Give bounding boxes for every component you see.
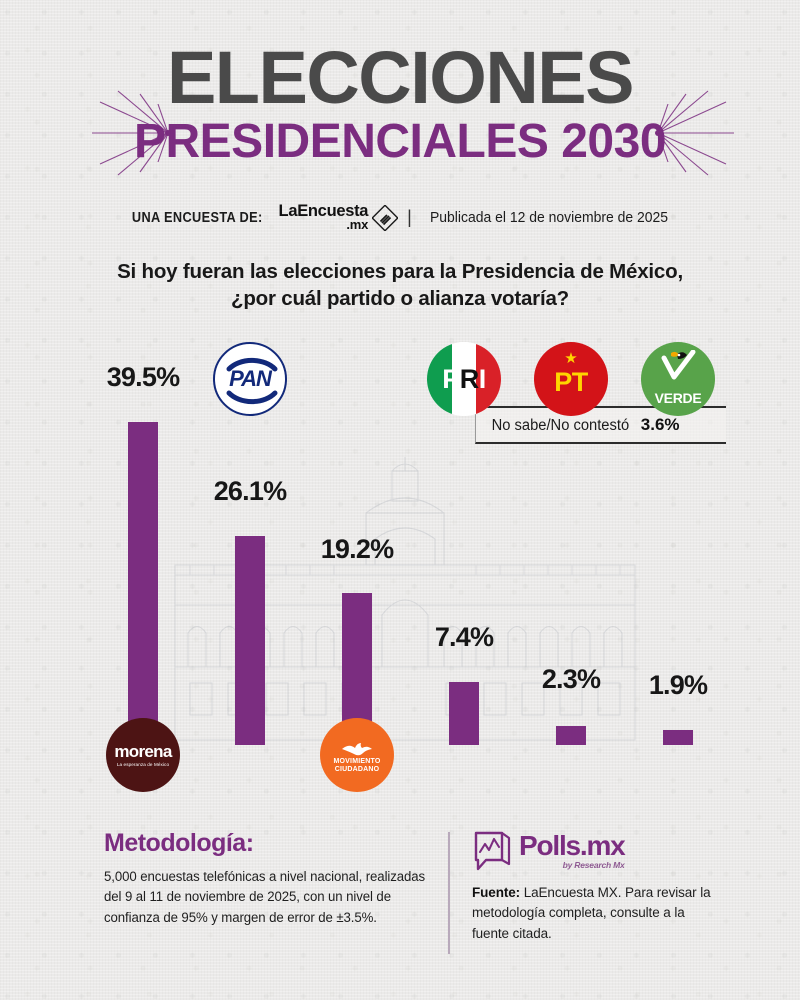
pt-logo-text: PT [554, 367, 588, 397]
source-section: Polls.mx by Research Mx Fuente: LaEncues… [472, 830, 722, 944]
bar-column-mc: 19.2% MOVIMIENTO CIUDADANO [302, 352, 412, 802]
page-subtitle: PRESIDENCIALES 2030 [133, 115, 667, 169]
verde-logo-text: VERDE [654, 390, 702, 406]
bar-value-pt: 2.3% [541, 664, 601, 694]
pri-stripe-green [427, 342, 452, 416]
poll-question: Si hoy fueran las elecciones para la Pre… [117, 260, 683, 311]
toucan-check-icon [661, 350, 696, 380]
laencuesta-logo: LaEncuesta .mx [278, 202, 399, 233]
methodology-body: 5,000 encuestas telefónicas a nivel naci… [104, 868, 426, 925]
bar-chart: 39.5% morena La esperanza de México 26.1… [0, 342, 800, 802]
bar-value-pri: 7.4% [434, 622, 494, 652]
source-prefix-label: UNA ENCUESTA DE: [132, 209, 263, 226]
diamond-logo-icon [372, 204, 399, 231]
pan-logo-text: PAN [229, 366, 272, 391]
bar-value-pan: 26.1% [213, 476, 287, 506]
source-text: LaEncuesta MX. Para revisar la metodolog… [472, 885, 711, 941]
party-logo-morena: morena La esperanza de México [106, 718, 180, 792]
pri-stripe-red [476, 342, 501, 416]
pri-letter-p: P [442, 363, 460, 394]
source-line: UNA ENCUESTA DE: LaEncuesta .mx | Public… [0, 202, 800, 233]
no-answer-value: 3.6% [640, 415, 680, 434]
morena-logo-text: morena [114, 742, 172, 761]
brand-tagline: by Research Mx [562, 859, 625, 870]
source-separator: | [407, 207, 412, 228]
no-answer-label: No sabe/No contestó [491, 417, 630, 434]
bar-rect-morena [128, 422, 158, 745]
mc-logo-line1: MOVIMIENTO [333, 757, 381, 765]
bar-rect-pri [449, 682, 479, 745]
pri-logo-text: PRI [442, 363, 487, 394]
no-answer-box: No sabe/No contestó 3.6% [475, 406, 726, 444]
source-body: Fuente: LaEncuesta MX. Para revisar la m… [472, 883, 722, 944]
bar-column-pan: 26.1% PAN [195, 342, 305, 802]
header-title-block: ELECCIONES PRESIDENCIALES 2030 [0, 36, 800, 176]
bar-rect-pt [556, 726, 586, 745]
bar-column-pri: 7.4% PRI [409, 342, 519, 802]
starburst-icon-right [655, 90, 734, 176]
bar-column-morena: 39.5% morena La esperanza de México [88, 352, 198, 802]
pri-letter-i: I [478, 363, 487, 394]
pollster-name: LaEncuesta [278, 202, 369, 220]
methodology-title: Metodología: [104, 829, 254, 857]
party-logo-mc: MOVIMIENTO CIUDADANO [320, 718, 394, 792]
starburst-icon-left [92, 90, 171, 176]
footer-divider [448, 832, 450, 954]
bar-value-morena: 39.5% [106, 362, 180, 392]
methodology-section: Metodología: 5,000 encuestas telefónicas… [104, 829, 434, 928]
publish-date: Publicada el 12 de noviembre de 2025 [429, 209, 668, 227]
source-label: Fuente: [472, 885, 521, 900]
brand-name: Polls.mx [519, 830, 626, 862]
pollsmx-logo: Polls.mx by Research Mx [472, 830, 722, 872]
bar-rect-verde [663, 730, 693, 745]
party-logo-pan: PAN [213, 342, 287, 416]
pan-swoosh-icon [226, 357, 278, 405]
bar-column-pt: 2.3% ★ PT [516, 342, 626, 802]
pri-stripe-white [451, 342, 477, 416]
mc-logo-line2: CIUDADANO [334, 766, 380, 773]
footer: Metodología: 5,000 encuestas telefónicas… [0, 829, 800, 970]
bar-rect-pan [235, 536, 265, 745]
bar-value-mc: 19.2% [320, 534, 394, 564]
pollster-tld: .mx [346, 217, 369, 233]
pri-letter-r: R [459, 363, 480, 394]
eagle-icon [342, 742, 372, 756]
chart-bubble-icon [474, 831, 511, 871]
star-icon: ★ [564, 350, 578, 367]
bar-value-verde: 1.9% [648, 670, 708, 700]
morena-logo-tagline: La esperanza de México [116, 762, 170, 767]
party-logo-pt: ★ PT [534, 342, 608, 416]
party-logo-verde: VERDE [641, 342, 715, 416]
party-logo-pri: PRI [427, 342, 501, 416]
page-title: ELECCIONES [166, 36, 635, 119]
bar-column-verde: 1.9% VERDE [623, 342, 733, 802]
